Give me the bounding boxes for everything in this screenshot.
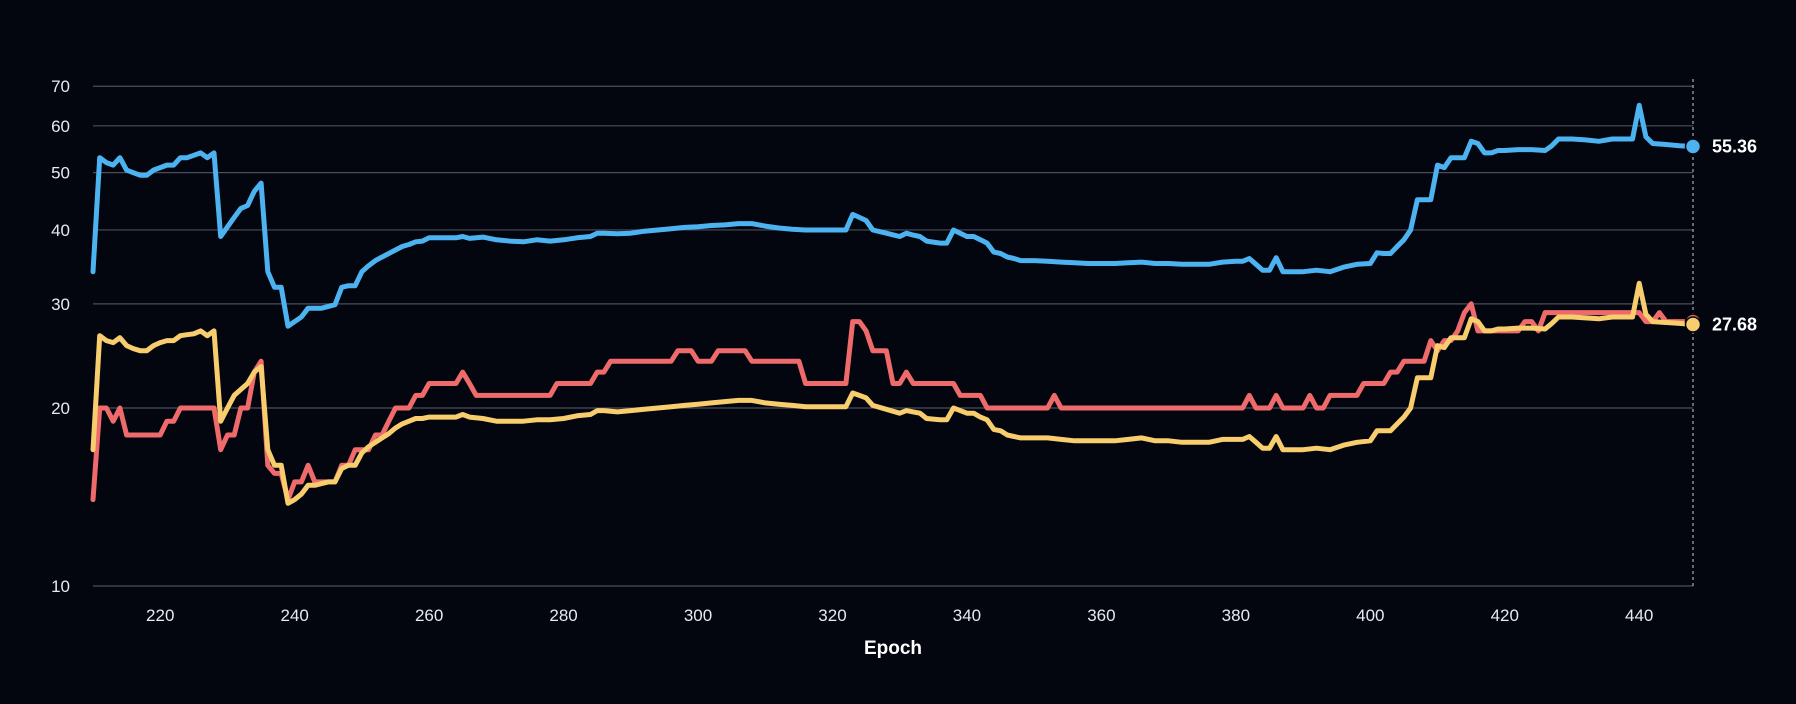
x-tick-label: 240 <box>280 606 308 625</box>
x-axis-ticks: 220 240 260 280 300 320 340 360 380 400 420 440 <box>146 606 1653 625</box>
series-lines <box>90 102 1696 506</box>
series-line-2 <box>90 301 1696 503</box>
y-axis-ticks: 10 20 30 40 50 60 70 <box>51 77 70 596</box>
x-tick-label: 380 <box>1222 606 1250 625</box>
gridlines <box>93 85 1693 587</box>
x-tick-label: 300 <box>684 606 712 625</box>
x-tick-label: 320 <box>818 606 846 625</box>
y-tick-label: 50 <box>51 164 70 183</box>
series-line-1 <box>90 102 1696 329</box>
x-tick-label: 260 <box>415 606 443 625</box>
x-tick-label: 360 <box>1087 606 1115 625</box>
x-tick-label: 220 <box>146 606 174 625</box>
x-tick-label: 400 <box>1356 606 1384 625</box>
y-tick-label: 30 <box>51 295 70 314</box>
series-line-3 <box>90 280 1696 506</box>
y-tick-label: 10 <box>51 577 70 596</box>
x-tick-label: 440 <box>1625 606 1653 625</box>
end-point-marker-3 <box>1684 316 1702 333</box>
y-tick-label: 70 <box>51 77 70 96</box>
end-point-marker-1 <box>1684 138 1702 155</box>
x-axis-label: Epoch <box>864 638 922 659</box>
end-markers: 55.36 27.68 <box>1684 136 1757 335</box>
x-tick-label: 340 <box>953 606 981 625</box>
y-tick-label: 20 <box>51 399 70 418</box>
y-tick-label: 40 <box>51 221 70 240</box>
end-value-label-1: 55.36 <box>1712 136 1757 156</box>
x-tick-label: 280 <box>549 606 577 625</box>
end-value-label-3: 27.68 <box>1712 315 1757 335</box>
y-tick-label: 60 <box>51 117 70 136</box>
x-tick-label: 420 <box>1491 606 1519 625</box>
